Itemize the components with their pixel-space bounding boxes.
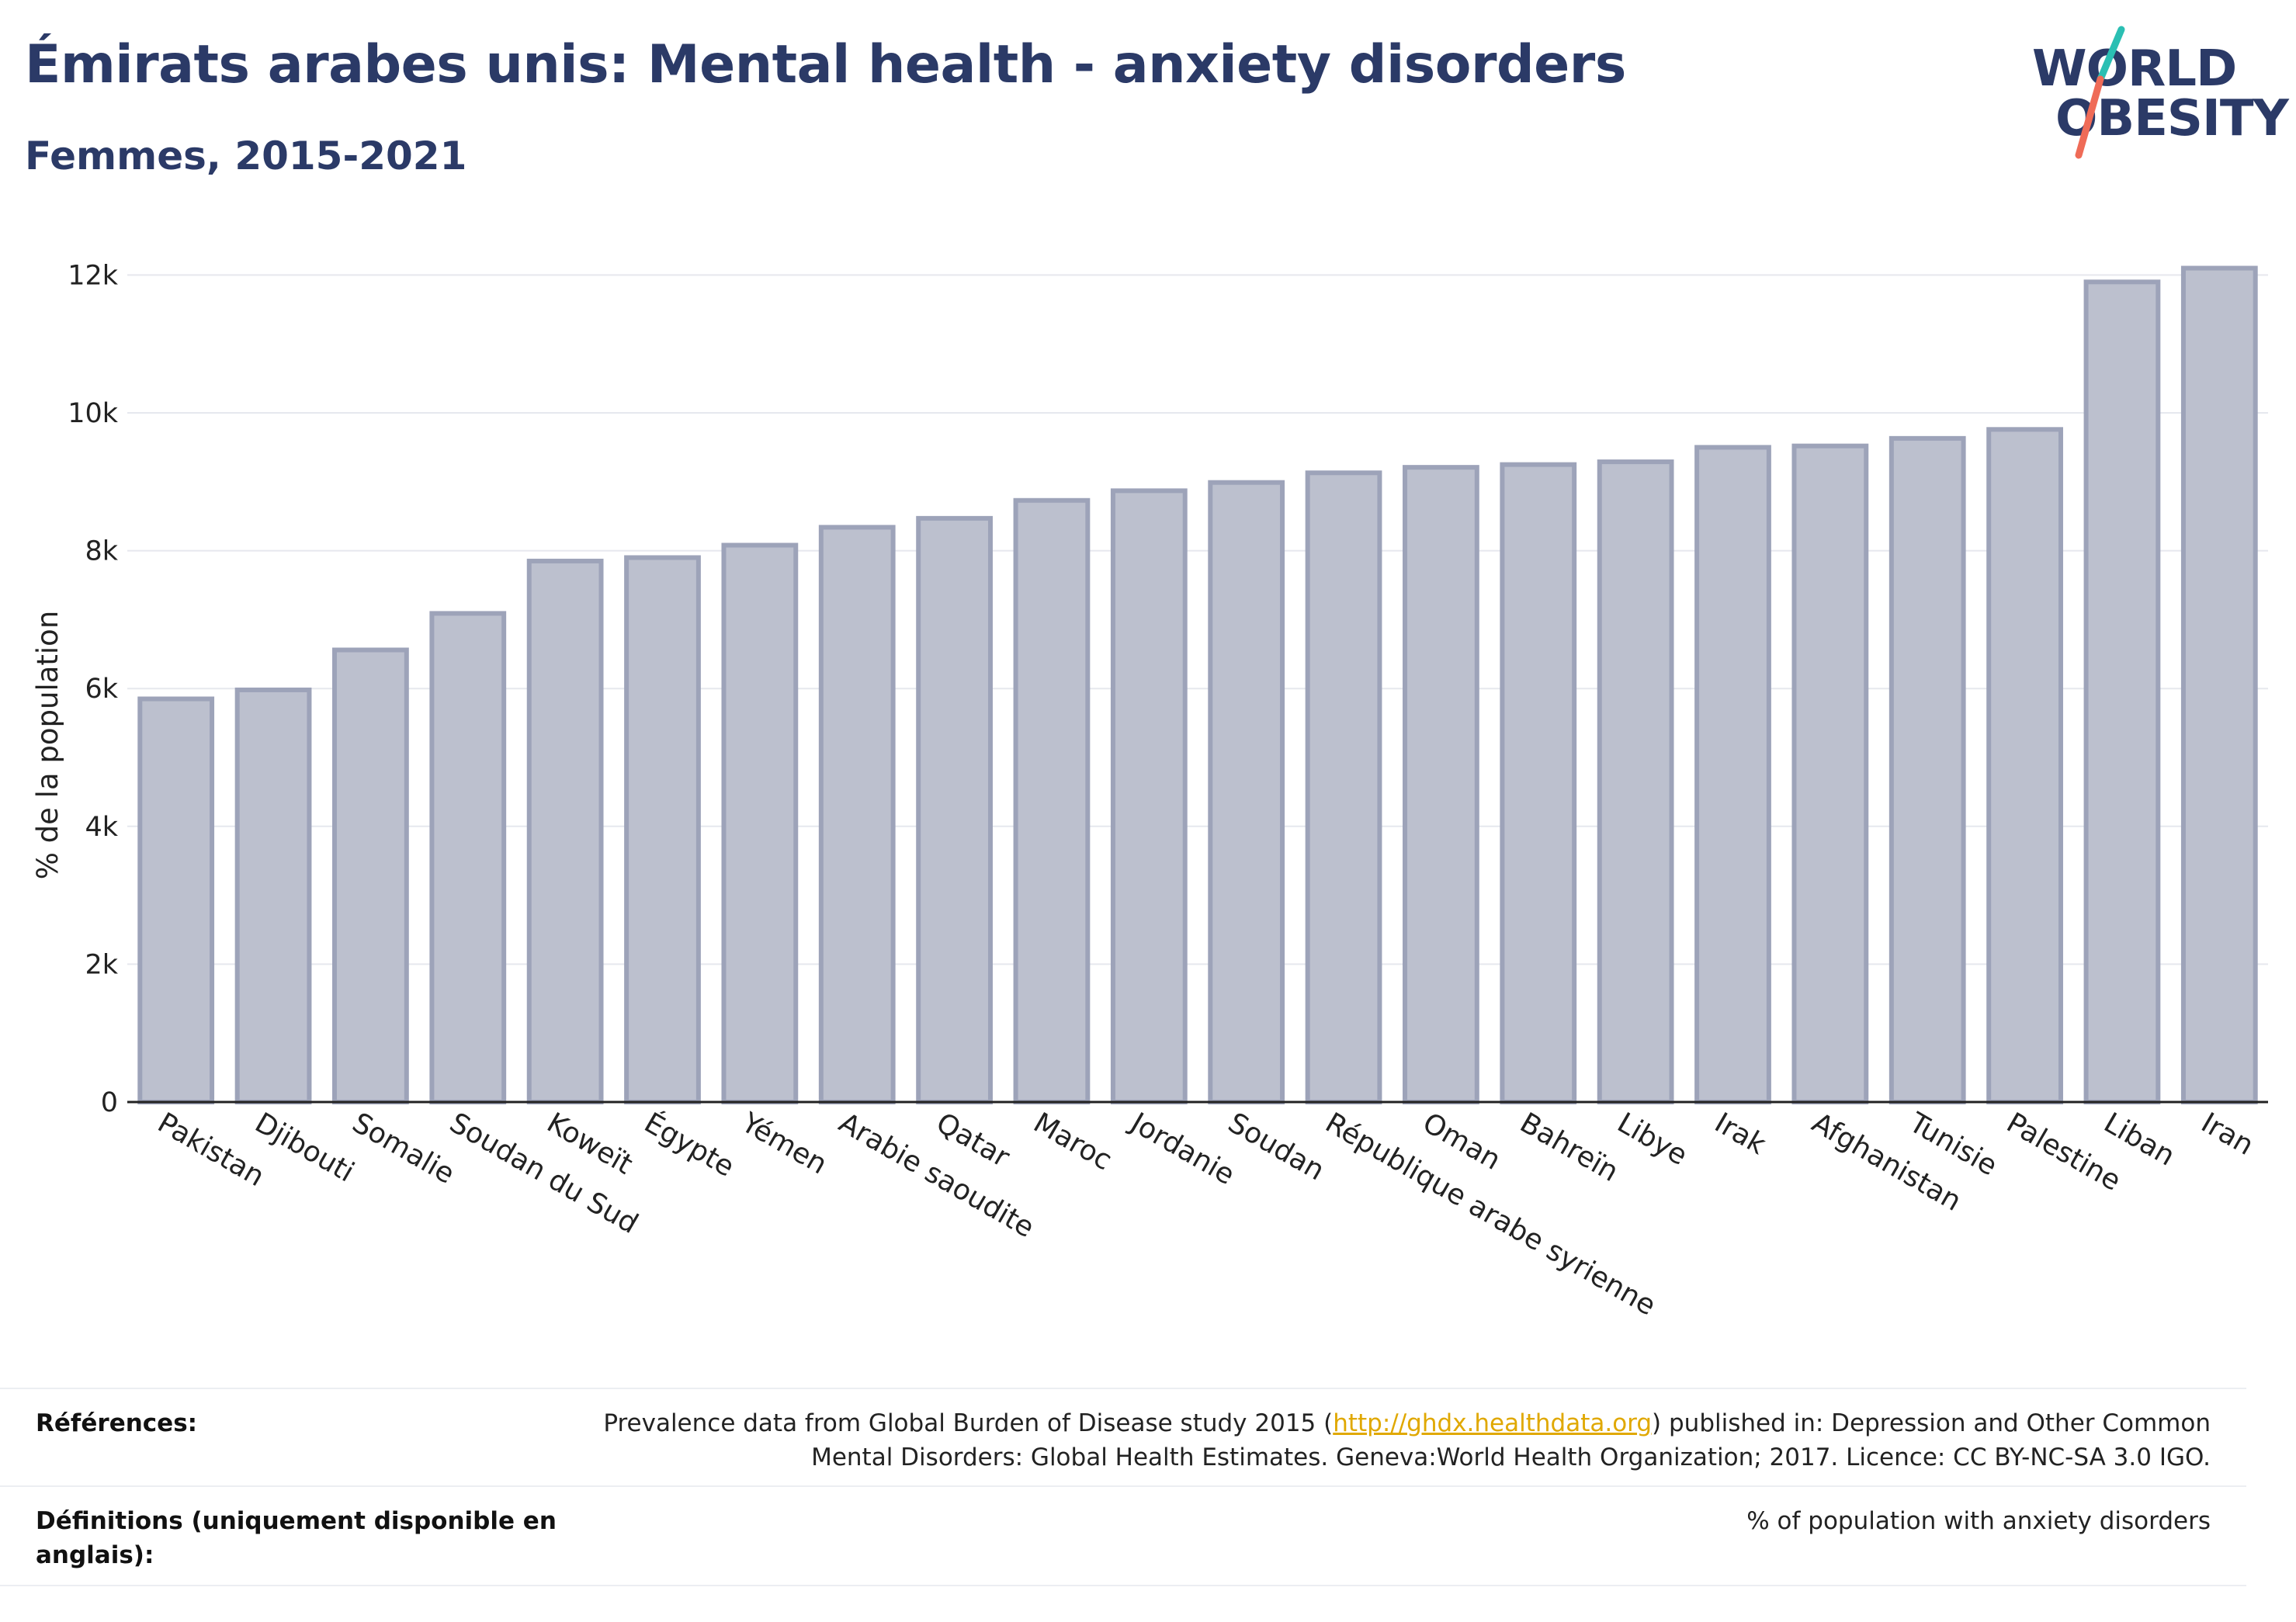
x-tick-label: Maroc [1028,1107,1117,1177]
references-link[interactable]: http://ghdx.healthdata.org [1333,1409,1653,1437]
world-obesity-logo: WORLD OBESITY [2032,23,2289,171]
bar [526,558,604,1104]
bar [1597,459,1674,1104]
x-tick-label: Pakistan [152,1107,269,1193]
y-axis: 0 2k 4k 6k 8k 10k 12k [68,260,119,1118]
x-tick-label: Somalie [347,1107,460,1191]
bar [1110,488,1188,1104]
bar [332,647,409,1104]
definitions-row: Définitions (uniquement disponible en an… [0,1485,2246,1586]
references-text: Prevalence data from Global Burden of Di… [603,1406,2211,1475]
references-row: Références: Prevalence data from Global … [0,1388,2246,1487]
bar [137,696,215,1104]
bar [721,542,799,1104]
y-tick-label: 6k [85,674,118,705]
x-tick-label: Égypte [639,1106,740,1183]
chart-subtitle: Femmes, 2015-2021 [25,133,467,178]
bar [2083,279,2161,1104]
x-tick-label: Djibouti [250,1107,359,1188]
references-text-before: Prevalence data from Global Burden of Di… [603,1409,1334,1437]
y-tick-label: 10k [68,398,119,429]
logo-line1: WORLD [2032,40,2237,98]
y-tick-label: 4k [85,812,118,843]
bar [1305,470,1382,1104]
x-tick-label: Jordanie [1124,1106,1240,1191]
logo-slash-icon [2075,26,2125,159]
bar [1986,427,2063,1104]
bar [624,555,701,1104]
bar [1500,462,1577,1104]
bar [429,611,507,1104]
x-tick-label: Irak [1709,1107,1771,1161]
bar [1791,443,1869,1104]
y-tick-label: 2k [85,949,118,980]
bar [916,515,993,1104]
y-tick-label: 8k [85,536,118,567]
bar [818,525,896,1104]
y-tick-label: 12k [68,260,119,291]
bar [1013,497,1091,1104]
references-text-after: ) published in: Depression and Other Com… [1652,1409,2211,1437]
x-tick-label: Soudan [1223,1107,1330,1187]
x-tick-label: Libye [1612,1107,1693,1172]
chart-title: Émirats arabes unis: Mental health - anx… [25,34,1626,95]
references-line2: Mental Disorders: Global Health Estimate… [811,1444,2211,1471]
x-tick-label: Yémen [735,1107,832,1181]
x-tick-label: Bahreïn [1514,1107,1623,1188]
definitions-text: % of population with anxiety disorders [1746,1507,2211,1535]
bar [234,687,312,1104]
definitions-label-line2: anglais): [36,1541,154,1569]
bar [1403,465,1479,1104]
definitions-label-line1: Définitions (uniquement disponible en [36,1507,557,1535]
bar [1208,480,1285,1104]
y-tick-label: 0 [101,1087,118,1118]
references-label: Références: [36,1409,198,1437]
y-axis-label: % de la population [31,611,64,880]
bars [137,265,2258,1104]
bar [1694,445,1771,1104]
x-tick-label: Iran [2196,1107,2259,1162]
bar [2180,265,2258,1104]
bar [1888,435,1966,1104]
definitions-label: Définitions (uniquement disponible en an… [36,1504,557,1572]
